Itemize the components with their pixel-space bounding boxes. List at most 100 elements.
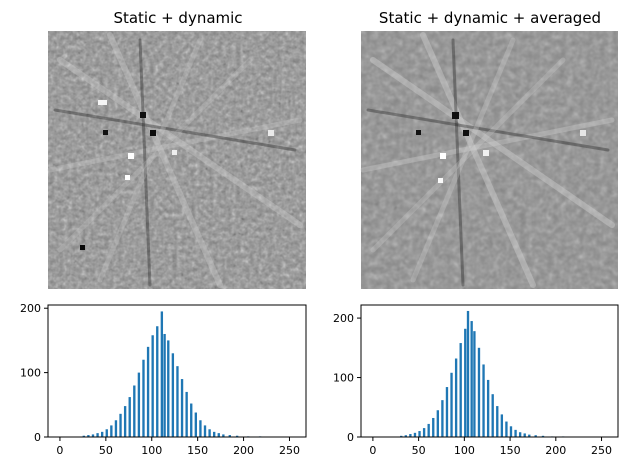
- histogram-bar: [466, 310, 470, 437]
- histogram-1: 0 50 100 150 200 250 0 100 200: [20, 302, 307, 457]
- histogram-bar: [180, 379, 184, 437]
- histogram-bar: [486, 379, 490, 437]
- histogram-bar: [505, 421, 508, 437]
- x-tick-label: 50: [412, 444, 426, 457]
- band-line: [57, 57, 253, 253]
- image-panel-1: Static + dynamic: [47, 9, 306, 289]
- histogram-1-frame: [47, 304, 307, 438]
- histogram-1-x-ticks: 0 50 100 150 200 250: [56, 437, 300, 457]
- histogram-bar: [528, 434, 531, 437]
- histogram-bar: [128, 397, 131, 437]
- y-tick-label: 100: [20, 367, 41, 380]
- x-tick-label: 0: [369, 444, 376, 457]
- band-line: [366, 108, 610, 152]
- histogram-bar: [123, 406, 127, 437]
- histogram-bar: [514, 429, 517, 437]
- band-line: [107, 32, 223, 288]
- histogram-bar: [441, 400, 444, 437]
- x-tick-label: 50: [99, 444, 113, 457]
- histogram-bar: [534, 435, 537, 437]
- spot: [150, 130, 156, 136]
- spot: [483, 150, 489, 156]
- histogram-bar: [167, 340, 170, 437]
- band-line: [47, 117, 303, 173]
- spot: [172, 150, 177, 155]
- histogram-bar: [470, 321, 473, 437]
- histogram-bar: [133, 385, 136, 437]
- spot: [463, 130, 469, 136]
- histogram-bar: [491, 394, 494, 437]
- histogram-bar: [228, 435, 231, 437]
- histogram-bar: [146, 346, 150, 437]
- histogram-bar: [176, 366, 179, 437]
- histogram-bar: [160, 311, 164, 437]
- histogram-bar: [473, 331, 476, 437]
- histogram-bar: [199, 420, 202, 437]
- histogram-2-y-ticks: 0 100 200: [333, 312, 361, 444]
- histogram-bar: [400, 435, 403, 437]
- histogram-bar: [477, 347, 481, 437]
- image-panel-1-noise: [48, 31, 306, 289]
- y-tick-label: 200: [20, 302, 41, 315]
- histogram-bar: [509, 426, 513, 437]
- histogram-bar: [163, 333, 166, 437]
- histogram-bar: [432, 417, 435, 437]
- histogram-bar: [171, 353, 175, 437]
- x-tick-label: 200: [233, 444, 254, 457]
- histogram-bar: [101, 431, 104, 437]
- histogram-bar: [445, 387, 449, 437]
- band-line: [420, 32, 536, 288]
- histogram-bar: [156, 326, 159, 437]
- histogram-bar: [217, 433, 220, 437]
- histogram-bar: [454, 358, 458, 437]
- band-line: [138, 38, 152, 287]
- image-panel-1-spots: [80, 100, 274, 250]
- histogram-bar: [114, 420, 118, 437]
- band-line: [370, 57, 566, 253]
- band-line: [370, 57, 615, 228]
- histogram-bar: [151, 335, 154, 437]
- band-line: [360, 117, 615, 173]
- band-line: [53, 108, 297, 152]
- spot: [580, 130, 586, 136]
- histogram-2-x-ticks: 0 50 100 150 200 250: [369, 437, 612, 457]
- histogram-bar: [500, 414, 504, 437]
- spot: [128, 153, 134, 159]
- histogram-bar: [87, 435, 90, 437]
- histogram-bar: [110, 425, 113, 437]
- spot: [125, 175, 130, 180]
- histogram-bar: [422, 428, 426, 437]
- histogram-bar: [427, 423, 430, 437]
- histogram-bar: [105, 429, 108, 437]
- histogram-bar: [185, 391, 188, 437]
- x-tick-label: 200: [545, 444, 566, 457]
- spot: [440, 153, 446, 159]
- image-panel-2-title: Static + dynamic + averaged: [379, 9, 601, 27]
- spot: [438, 178, 443, 183]
- histogram-bar: [190, 403, 193, 437]
- x-tick-label: 100: [454, 444, 475, 457]
- x-tick-label: 0: [56, 444, 63, 457]
- spot: [268, 130, 274, 136]
- image-panel-2-bands: [360, 32, 615, 288]
- histogram-bar: [518, 432, 522, 437]
- y-tick-label: 200: [333, 312, 354, 325]
- spot: [103, 130, 108, 135]
- spot: [416, 130, 421, 135]
- histogram-bar: [137, 372, 141, 437]
- histogram-bar: [96, 433, 99, 437]
- x-tick-label: 250: [591, 444, 612, 457]
- histogram-bar: [523, 433, 526, 437]
- histogram-bar: [418, 431, 421, 437]
- x-tick-label: 250: [279, 444, 300, 457]
- x-tick-label: 100: [141, 444, 162, 457]
- spot: [98, 100, 107, 105]
- histogram-bar: [142, 359, 145, 437]
- histogram-bar: [213, 431, 216, 437]
- image-panel-1-title: Static + dynamic: [113, 9, 242, 27]
- histogram-bar: [82, 435, 85, 437]
- histogram-bar: [404, 435, 407, 437]
- histogram-bar: [436, 410, 439, 437]
- band-line: [57, 57, 303, 228]
